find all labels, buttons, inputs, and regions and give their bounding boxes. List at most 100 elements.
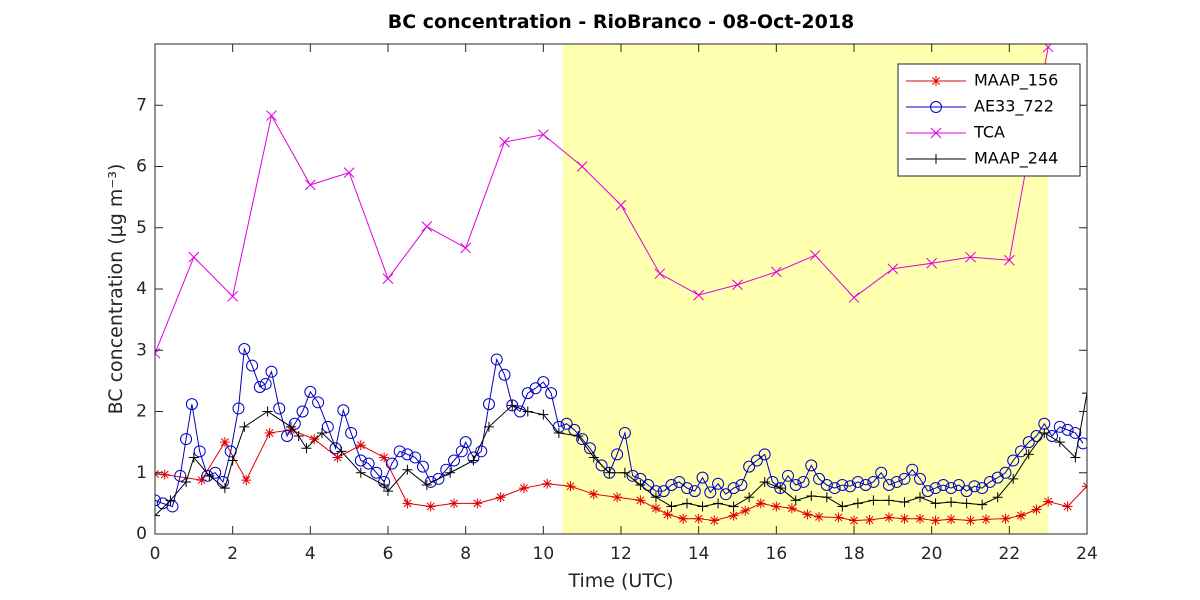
y-axis-label: BC concentration (μg m⁻³) <box>105 164 127 415</box>
marker <box>833 512 844 523</box>
x-tick-label: 8 <box>460 544 471 564</box>
marker <box>460 242 472 254</box>
marker <box>813 472 826 485</box>
marker <box>345 426 358 439</box>
series-line <box>155 347 1084 508</box>
marker <box>588 452 599 463</box>
marker <box>401 448 414 461</box>
marker <box>155 510 160 521</box>
marker <box>239 421 250 432</box>
marker <box>693 513 704 524</box>
marker <box>421 221 433 232</box>
marker <box>654 268 666 280</box>
marker <box>744 492 755 503</box>
marker <box>472 498 483 509</box>
marker <box>906 463 919 476</box>
marker <box>538 409 549 420</box>
marker <box>732 279 743 291</box>
legend-label: TCA <box>973 123 1005 142</box>
marker <box>758 448 771 461</box>
marker <box>159 469 170 480</box>
marker <box>165 495 176 506</box>
legend-label: MAAP_156 <box>974 71 1058 91</box>
marker <box>416 460 429 473</box>
marker <box>992 492 1003 503</box>
marker <box>588 489 599 500</box>
marker <box>712 477 725 490</box>
marker <box>728 510 739 521</box>
marker <box>875 466 888 479</box>
marker <box>264 427 275 438</box>
marker <box>735 479 748 491</box>
marker <box>246 359 259 372</box>
marker <box>188 251 200 263</box>
marker <box>421 480 432 490</box>
marker <box>449 498 460 509</box>
marker <box>882 479 895 491</box>
marker <box>445 467 456 478</box>
marker <box>490 353 503 366</box>
marker <box>583 442 596 455</box>
marker <box>595 459 608 472</box>
marker <box>887 263 899 275</box>
marker <box>805 459 818 472</box>
marker <box>337 404 350 417</box>
marker <box>976 482 989 495</box>
marker <box>619 467 630 478</box>
marker <box>696 471 709 484</box>
marker <box>999 466 1012 479</box>
marker <box>174 469 187 482</box>
marker <box>771 501 782 512</box>
y-tick-label: 1 <box>136 463 147 483</box>
marker <box>775 483 786 494</box>
marker <box>790 495 801 506</box>
marker <box>537 129 549 141</box>
marker <box>848 292 860 303</box>
x-tick-label: 2 <box>227 544 238 564</box>
marker <box>968 480 981 493</box>
marker <box>262 406 273 417</box>
marker <box>483 421 494 432</box>
marker <box>1061 423 1074 436</box>
y-tick-label: 0 <box>136 524 147 544</box>
marker <box>852 498 863 509</box>
marker <box>518 483 529 494</box>
marker <box>802 509 813 520</box>
marker <box>1023 449 1034 460</box>
chart-title: BC concentration - RioBranco - 08-Oct-20… <box>388 11 855 33</box>
marker <box>789 479 802 491</box>
marker <box>382 273 394 284</box>
series <box>155 388 1087 521</box>
marker <box>867 475 880 488</box>
marker <box>304 385 317 398</box>
marker <box>930 515 941 526</box>
marker <box>196 475 207 486</box>
marker <box>1069 426 1082 439</box>
marker <box>495 492 506 503</box>
marker <box>1082 388 1087 399</box>
marker <box>1062 501 1073 512</box>
marker <box>709 515 720 526</box>
legend-label: MAAP_244 <box>974 149 1058 169</box>
marker <box>836 479 849 491</box>
marker <box>981 514 992 525</box>
marker <box>899 497 910 508</box>
marker <box>859 479 872 491</box>
marker <box>498 368 511 381</box>
marker <box>238 343 251 356</box>
marker <box>983 475 996 488</box>
marker <box>898 472 911 485</box>
y-tick-label: 5 <box>136 218 147 238</box>
marker <box>180 433 193 446</box>
marker <box>837 501 848 512</box>
marker <box>961 498 972 509</box>
marker <box>781 469 794 482</box>
series-line <box>155 46 1049 354</box>
marker <box>618 426 631 439</box>
marker <box>1015 510 1026 521</box>
marker <box>759 476 770 487</box>
marker <box>929 482 942 495</box>
marker <box>354 454 367 467</box>
marker <box>814 511 825 522</box>
